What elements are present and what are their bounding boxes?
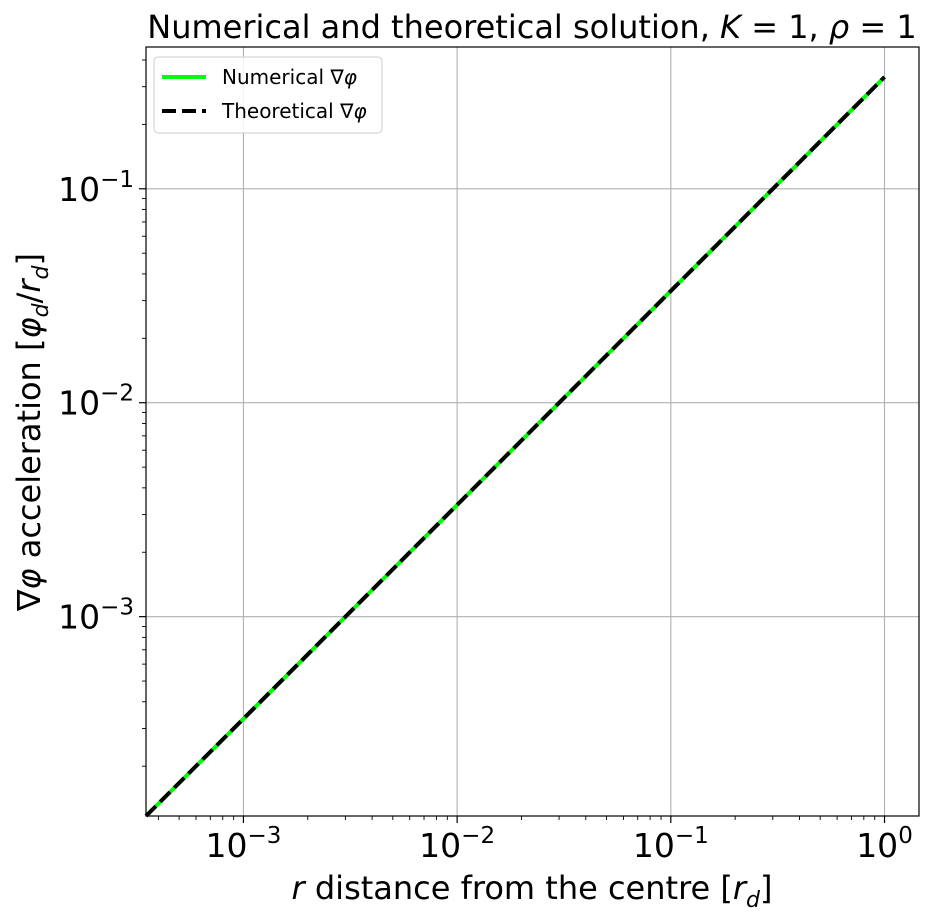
legend-label-numerical: Numerical ∇φ bbox=[222, 65, 357, 89]
series-layer bbox=[144, 75, 886, 818]
legend-box bbox=[153, 56, 383, 134]
minor-ticks bbox=[142, 59, 876, 820]
legend: Numerical ∇φ Theoretical ∇φ bbox=[153, 56, 383, 134]
x-axis-label: r distance from the centre [rd] bbox=[292, 869, 773, 913]
grid bbox=[146, 47, 919, 816]
chart-title: Numerical and theoretical solution, K = … bbox=[147, 8, 916, 46]
y-tick-label: 10−3 bbox=[58, 595, 134, 637]
legend-label-theoretical: Theoretical ∇φ bbox=[221, 99, 367, 123]
plot-frame bbox=[145, 46, 920, 817]
y-axis-label: ∇φ acceleration [φd/rd] bbox=[10, 253, 54, 612]
x-tick-label: 10−3 bbox=[205, 823, 281, 865]
x-tick-label: 100 bbox=[856, 823, 913, 865]
tick-labels: 10−3 10−2 10−1 100 10−3 10−2 10−1 bbox=[58, 167, 913, 865]
series-line-theoretical bbox=[144, 75, 886, 818]
major-ticks bbox=[139, 188, 886, 823]
y-tick-label: 10−1 bbox=[58, 167, 134, 209]
x-tick-label: 10−2 bbox=[419, 823, 495, 865]
y-tick-label: 10−2 bbox=[58, 381, 134, 423]
x-tick-label: 10−1 bbox=[633, 823, 709, 865]
